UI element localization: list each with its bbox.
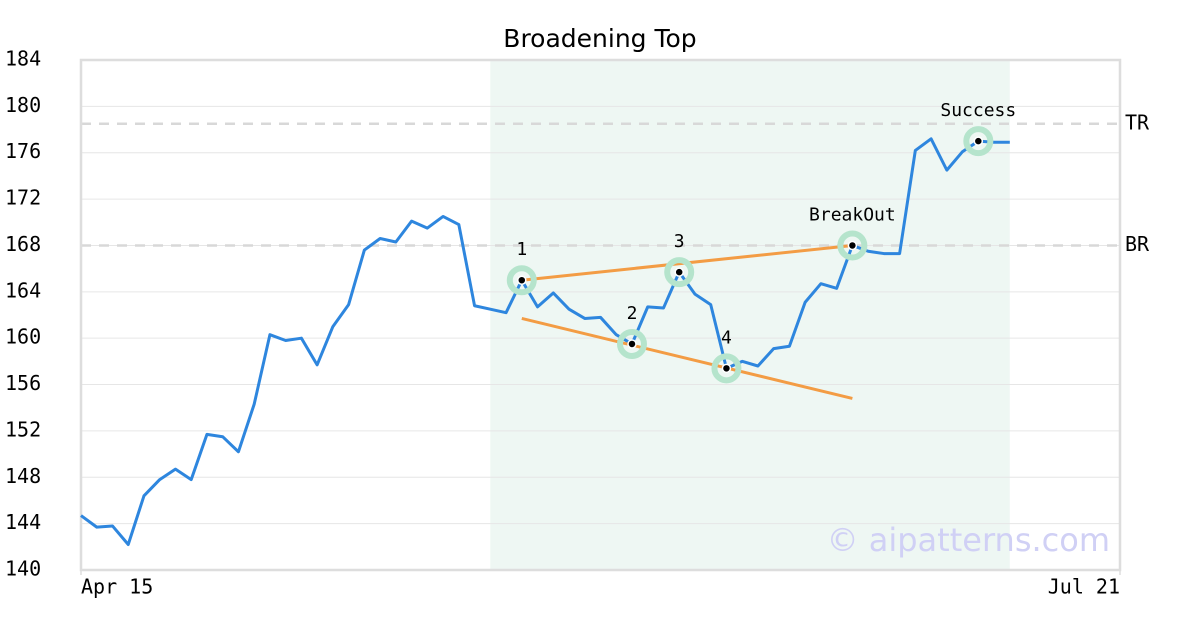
y-tick-label: 152 (5, 417, 41, 441)
point-halo (664, 257, 695, 288)
y-tick-label: 144 (5, 510, 41, 534)
point-label: Success (940, 100, 1016, 121)
x-tick-label: Jul 21 (1048, 575, 1120, 599)
y-tick-label: 148 (5, 464, 41, 488)
point-halo (616, 328, 647, 359)
point-halo (506, 265, 537, 296)
y-tick-label: 160 (5, 325, 41, 349)
y-tick-label: 184 (5, 47, 41, 71)
y-tick-label: 168 (5, 232, 41, 256)
point-label: 1 (516, 239, 527, 260)
point-label: 3 (674, 231, 685, 252)
point-label: BreakOut (809, 204, 896, 225)
plot-frame (79, 58, 1122, 572)
x-tick-label: Apr 15 (81, 575, 153, 599)
y-tick-label: 180 (5, 93, 41, 117)
point-label: 2 (627, 303, 638, 324)
point-label: 4 (721, 327, 732, 348)
point-marker (721, 363, 732, 374)
point-marker (973, 136, 984, 146)
y-tick-label: 176 (5, 139, 41, 163)
point-marker (847, 240, 858, 251)
point-marker (627, 339, 637, 349)
point-halo (837, 230, 868, 261)
y-tick-label: 164 (5, 278, 41, 302)
point-marker (674, 267, 684, 277)
point-halo (711, 353, 742, 384)
y-tick-label: 156 (5, 371, 41, 395)
point-halo (963, 126, 994, 157)
point-marker (517, 275, 527, 285)
level-label: TR (1125, 110, 1150, 134)
level-label: BR (1125, 232, 1150, 256)
trendline (521, 317, 853, 400)
pattern-region (490, 60, 1010, 570)
y-tick-label: 172 (5, 186, 41, 210)
y-tick-label: 140 (5, 557, 41, 581)
chart-title: Broadening Top (503, 24, 696, 53)
watermark: © aipatterns.com (827, 521, 1110, 559)
